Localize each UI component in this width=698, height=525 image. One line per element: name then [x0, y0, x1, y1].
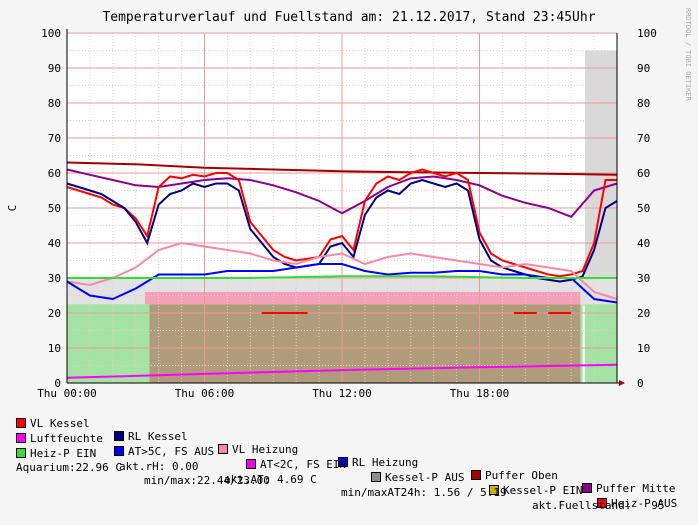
status-minmax-at: min/maxAT24h: 1.56 / 5.19 — [341, 486, 507, 499]
status-aquarium: Aquarium:22.96 C — [16, 461, 122, 474]
y-tick-label: 30 — [48, 272, 61, 285]
legend-rl-heizung: RL Heizung — [338, 456, 418, 469]
series-line-vl_heizung — [66, 241, 618, 300]
y-tick-label-right: 20 — [637, 307, 650, 320]
y-tick-label-right: 100 — [637, 27, 657, 40]
x-tick-label: Thu 12:00 — [312, 387, 372, 400]
legend-vl-kessel: VL Kessel — [16, 417, 90, 430]
y-tick-label-right: 90 — [637, 62, 650, 75]
temperature-chart: Temperaturverlauf und Fuellstand am: 21.… — [6, 8, 692, 400]
legend-vl-heizung: VL Heizung — [218, 443, 298, 456]
kessel-p-ein-area — [149, 304, 581, 383]
legend-luftfeuchte: Luftfeuchte — [16, 432, 103, 445]
legend-at-lt2: AT<2C, FS EIN — [246, 458, 346, 471]
legend-kessel-p-aus: Kessel-P AUS — [371, 471, 464, 484]
legend-heiz-p-ein: Heiz-P EIN — [16, 447, 96, 460]
y-tick-label: 40 — [48, 237, 61, 250]
y-tick-label: 20 — [48, 307, 61, 320]
y-tick-label: 100 — [41, 27, 61, 40]
y-tick-label-right: 30 — [637, 272, 650, 285]
chart-title: Temperaturverlauf und Fuellstand am: 21.… — [102, 10, 595, 25]
status-akt-rh: akt.rH: 0.00 — [119, 460, 199, 473]
y-tick-label: 60 — [48, 167, 61, 180]
vl-heizung-band — [144, 292, 581, 305]
y-tick-label: 80 — [48, 97, 61, 110]
y-tick-label-right: 60 — [637, 167, 650, 180]
series-line-heiz_p_ein — [67, 275, 617, 279]
x-axis-arrow — [619, 380, 625, 386]
y-tick-label: 70 — [48, 132, 61, 145]
x-tick-label: Thu 06:00 — [175, 387, 235, 400]
x-tick-label: Thu 00:00 — [37, 387, 97, 400]
y-axis-label: C — [6, 205, 19, 212]
legend-rl-kessel: RL Kessel — [114, 430, 188, 443]
y-tick-label: 50 — [48, 202, 61, 215]
y-tick-label-right: 10 — [637, 342, 650, 355]
y-tick-label: 10 — [48, 342, 61, 355]
y-tick-label-right: 50 — [637, 202, 650, 215]
y-tick-label: 90 — [48, 62, 61, 75]
x-tick-label: Thu 18:00 — [450, 387, 510, 400]
rrdtool-watermark: RRDTOOL / TOBI OETIKER — [684, 8, 692, 102]
heiz-p-ein-area-end — [584, 304, 617, 383]
status-aquarium-minmax: min/max:22.44/23.00 — [144, 474, 270, 487]
y-tick-label-right: 40 — [637, 237, 650, 250]
y-tick-label-right: 80 — [637, 97, 650, 110]
series-line-luftfeuchte — [66, 363, 618, 379]
series-line-rl_heizung — [66, 263, 618, 304]
plot-area: 0 0 10 10 20 20 30 30 40 40 50 50 60 60 70 70 80 80 90 90 10… — [37, 27, 657, 400]
legend-puffer-mitte: Puffer Mitte — [582, 482, 675, 495]
legend-at-gt5: AT>5C, FS AUS — [114, 445, 214, 458]
status-fuellstand: akt.Fuellstand: 95 — [532, 499, 665, 512]
y-tick-label: 0 — [54, 377, 61, 390]
chart-window: Temperaturverlauf und Fuellstand am: 21.… — [6, 8, 692, 512]
y-tick-label-right: 70 — [637, 132, 650, 145]
series-line-vl_kessel — [66, 168, 617, 278]
series-line-puffer_oben — [66, 161, 618, 176]
y-tick-label-right: 0 — [637, 377, 644, 390]
